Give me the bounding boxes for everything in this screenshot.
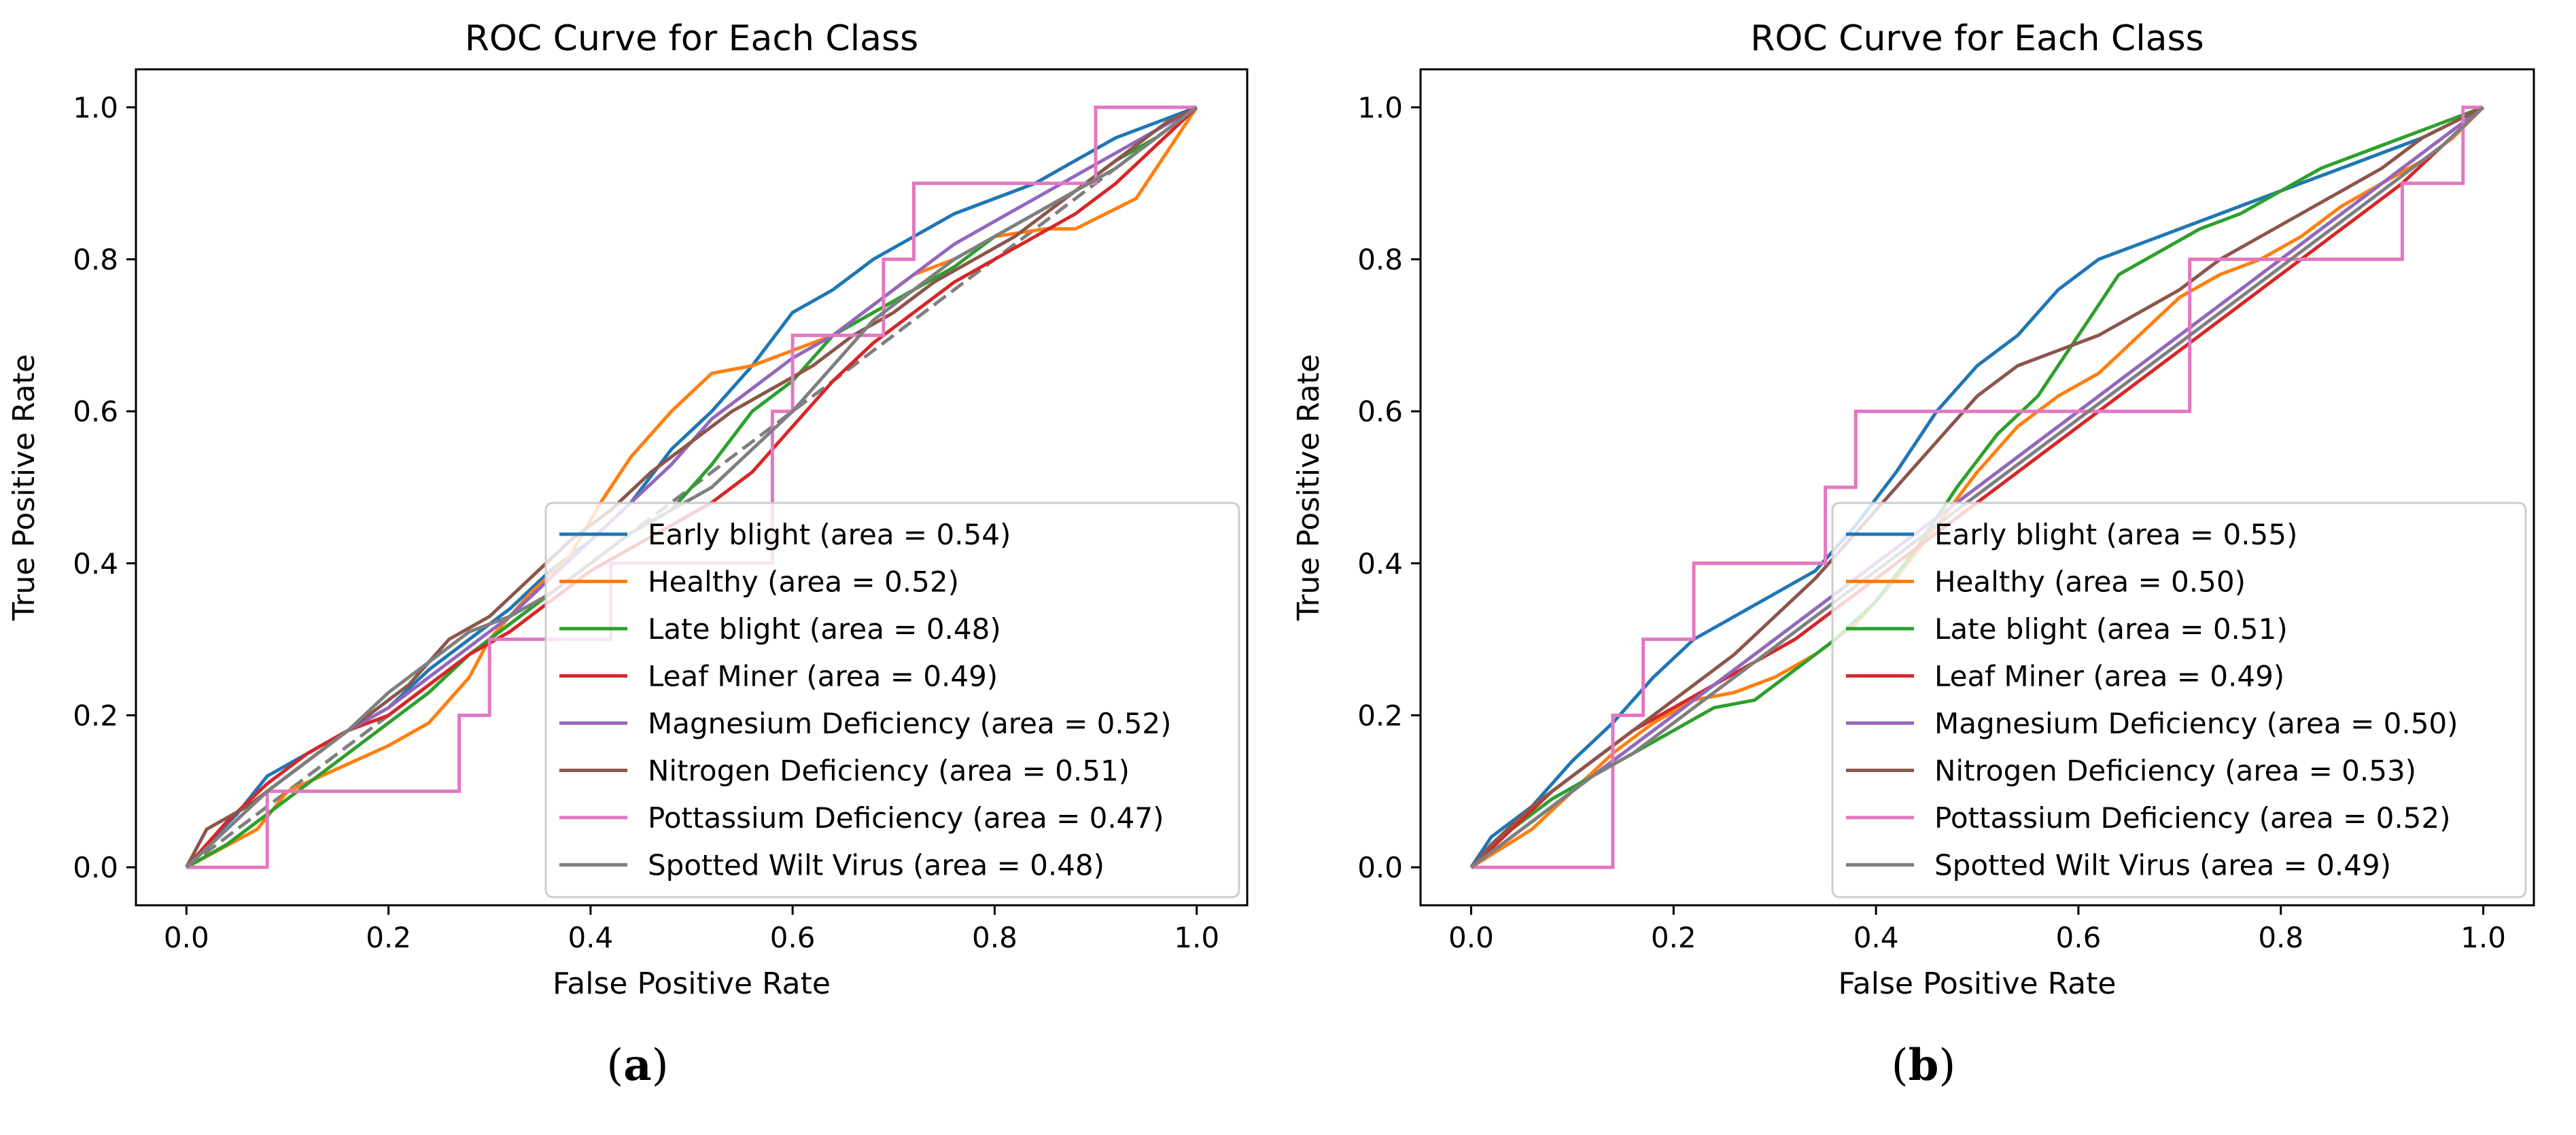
x-tick-label: 0.8 [2258,921,2303,954]
x-tick-label: 0.6 [2056,921,2102,954]
x-tick-label: 0.4 [568,921,613,954]
x-tick-label: 0.4 [1853,921,1899,954]
y-axis-label: True Positive Rate [7,354,41,621]
series-line-7 [1471,105,2484,869]
y-tick-label: 0.8 [1357,243,1403,277]
y-tick-label: 0.0 [1357,851,1403,884]
legend-entry-4: Leaf Miner (area = 0.49) [648,660,998,693]
legend-entry-3: Late blight (area = 0.48) [648,612,1001,646]
legend-entry-3: Late blight (area = 0.51) [1934,612,2288,646]
y-tick-label: 0.0 [73,851,118,884]
x-tick-label: 0.2 [366,921,411,954]
x-tick-label: 0.0 [1448,921,1494,954]
legend-entry-6: Nitrogen Deficiency (area = 0.53) [1934,754,2416,788]
plot-frame [1419,68,2535,907]
y-tick-label: 0.4 [73,547,118,580]
series-line-2 [1470,106,2485,869]
legend-entry-7: Pottassium Deficiency (area = 0.47) [648,801,1164,835]
panel-caption-a: (a) [606,1040,669,1091]
panel-label-b: b [1908,1040,1939,1091]
series-line-6 [1469,105,2484,869]
y-tick-label: 0.8 [73,243,118,277]
y-tick-label: 1.0 [1357,91,1403,124]
chart-title: ROC Curve for Each Class [1750,18,2204,59]
legend-entry-5: Magnesium Deficiency (area = 0.50) [1934,707,2458,740]
legend: Early blight (area = 0.55) Healthy (area … [1831,502,2527,898]
legend-entry-7: Pottassium Deficiency (area = 0.52) [1934,801,2451,835]
legend-entry-2: Healthy (area = 0.52) [648,565,959,599]
series-line-2 [186,106,1198,869]
y-tick-label: 0.4 [1357,547,1403,580]
series-line-1 [1469,105,2484,869]
legend-box [544,502,1240,898]
legend-entry-1: Early blight (area = 0.55) [1934,518,2297,551]
y-tick-label: 0.2 [1357,699,1403,732]
legend-entry-5: Magnesium Deficiency (area = 0.52) [648,707,1172,740]
x-tick-label: 0.0 [164,921,209,954]
x-tick-label: 0.8 [972,921,1017,954]
x-tick-label: 1.0 [1174,921,1219,954]
legend-entry-1: Early blight (area = 0.54) [648,518,1011,551]
chart-panel-b: ROC Curve for Each Class 0.0 0.2 0.4 0.6 0.8 1… [1291,18,2535,1001]
x-tick-label: 0.6 [770,921,816,954]
plot-frame [135,68,1249,907]
y-tick-label: 0.6 [73,395,118,428]
legend-entry-6: Nitrogen Deficiency (area = 0.51) [648,754,1130,788]
chart-title: ROC Curve for Each Class [465,18,918,59]
chart-panel-a: ROC Curve for Each Class 0.0 0.2 0.4 0.6 0.8 1… [7,18,1249,1001]
x-tick-label: 1.0 [2460,921,2506,954]
legend-entry-2: Healthy (area = 0.50) [1934,565,2246,599]
legend-box [1831,502,2527,898]
panel-caption-b: (b) [1891,1040,1956,1091]
legend-entry-8: Spotted Wilt Virus (area = 0.49) [1934,849,2391,882]
x-tick-label: 0.2 [1651,921,1696,954]
legend-entry-4: Leaf Miner (area = 0.49) [1934,660,2284,693]
series-line-8 [1469,106,2485,869]
series-line-8 [185,105,1198,869]
y-tick-label: 0.6 [1357,395,1403,428]
y-axis-label: True Positive Rate [1291,354,1326,621]
y-tick-label: 1.0 [73,91,118,124]
y-tick-label: 0.2 [73,699,118,732]
panel-label-a: a [623,1040,652,1091]
series-line-5 [1469,105,2485,869]
series-line-7 [186,105,1197,869]
x-axis-label: False Positive Rate [553,966,831,1001]
legend-entry-8: Spotted Wilt Virus (area = 0.48) [648,849,1104,882]
x-axis-label: False Positive Rate [1839,966,2117,1001]
legend: Early blight (area = 0.54) Healthy (area … [544,502,1240,898]
